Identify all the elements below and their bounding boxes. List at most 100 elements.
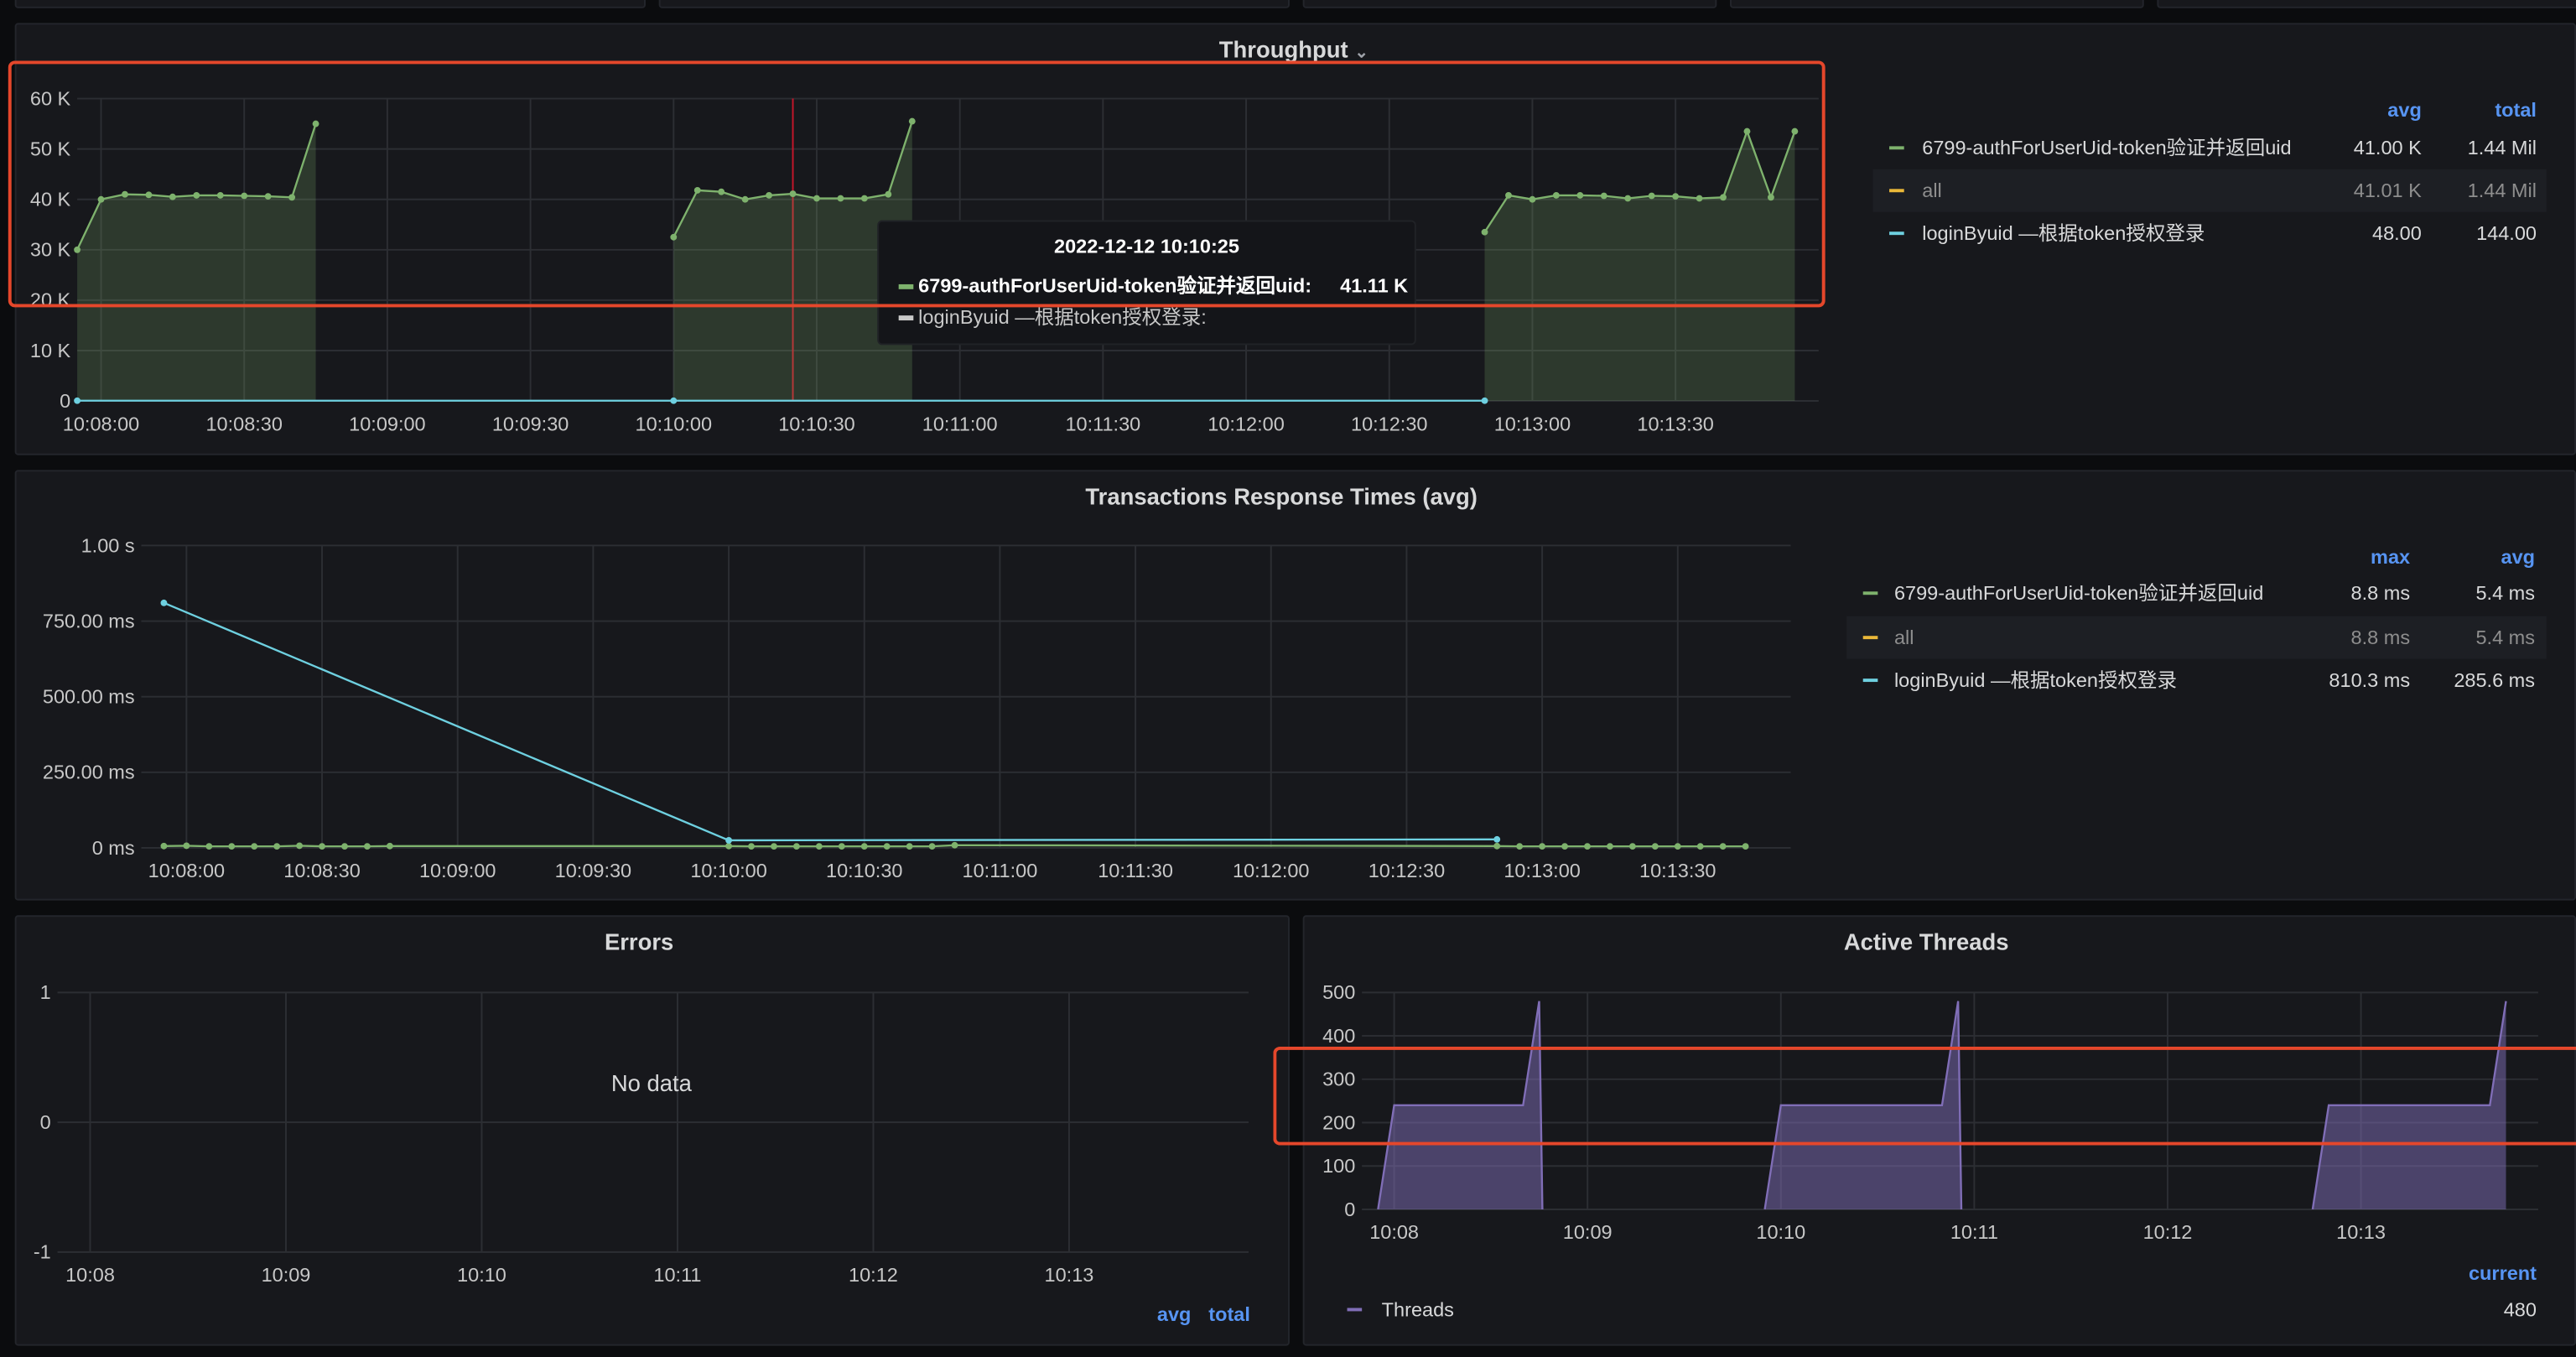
x-tick-label: 10:12:30 [1351,413,1427,434]
legend-header-avg[interactable]: avg [2387,98,2422,122]
data-point [241,192,248,200]
legend-value-total: 1.44 Mil [2467,136,2537,160]
data-point [838,843,845,850]
data-point [725,842,732,850]
legend-header-avg[interactable]: avg [1156,1302,1192,1327]
data-point [74,246,81,253]
legend-header-avg[interactable]: avg [2501,545,2536,569]
x-tick-label: 10:12 [849,1264,898,1286]
y-tick-label: 30 K [30,239,71,261]
panel-title[interactable]: Throughput ⌄ [17,36,2572,62]
y-tick-label: 40 K [30,189,71,211]
legend-row[interactable]: loginByuid —根据token授权登录 810.3 ms 285.6 m… [1846,659,2547,702]
y-tick-label: 10 K [30,340,71,361]
stub-panel-4 [1730,0,2144,8]
legend-series-name: all [1922,179,1942,202]
panel-title[interactable]: Transactions Response Times (avg) [1085,483,1478,510]
series-area-fill [1484,131,1795,402]
legend-series-name: loginByuid —根据token授权登录 [1893,668,2178,692]
data-point [364,843,371,850]
x-tick-label: 10:09:00 [419,860,496,881]
no-data-message: No data [610,1069,692,1096]
legend-row[interactable]: Threads 480 [1331,1288,2547,1331]
y-tick-label: 0 ms [92,837,135,859]
x-tick-label: 10:09:30 [555,860,631,881]
legend-header-current[interactable]: current [2468,1261,2537,1286]
panel-title[interactable]: Active Threads [1843,928,2009,955]
data-point [312,120,319,127]
x-tick-label: 10:12 [2143,1221,2193,1243]
threads-legend: current Threads 480 [1331,1259,2547,1331]
x-tick-label: 10:13:30 [1639,860,1716,881]
tooltip-row: loginByuid —根据token授权登录: [898,302,1207,330]
x-tick-label: 10:10:00 [690,860,766,881]
series-color-swatch [1862,636,1878,640]
data-point [837,195,844,202]
x-tick-label: 10:10:30 [778,413,854,434]
legend-value-max: 8.8 ms [2350,626,2411,649]
legend-row[interactable]: 6799-authForUserUid-token验证并返回uid 8.8 ms… [1846,572,2547,615]
tooltip-series-name: loginByuid —根据token授权登录: [918,305,1207,329]
response-times-panel: Transactions Response Times (avg) [14,470,2576,901]
legend-header-max[interactable]: max [2371,545,2411,569]
data-point [1505,191,1512,199]
data-point [264,193,272,200]
legend-value-total: 1.44 Mil [2467,179,2537,202]
legend-row[interactable]: all 8.8 ms 5.4 ms [1846,616,2547,659]
data-point [205,843,213,850]
data-point [160,599,168,606]
series-color-swatch [1862,678,1878,683]
x-tick-label: 10:09:30 [492,413,569,434]
data-point [1674,843,1681,850]
data-point [670,233,678,241]
legend-row[interactable]: loginByuid —根据token授权登录 48.00 144.00 [1872,212,2546,255]
data-point [74,397,81,404]
y-tick-label: 20 K [30,289,71,311]
series-color-swatch [1347,1308,1363,1312]
tooltip-series-name: 6799-authForUserUid-token验证并返回uid: [918,274,1312,298]
x-tick-label: 10:13:00 [1494,413,1571,434]
data-point [1743,127,1751,135]
x-tick-label: 10:08:30 [283,860,360,881]
data-point [288,194,296,201]
legend-value-avg: 41.01 K [2353,179,2422,202]
errors-legend: avg total [1134,1303,1265,1329]
tooltip-time: 2022-12-12 10:10:25 [1054,235,1239,258]
legend-row[interactable]: 6799-authForUserUid-token验证并返回uid 41.00 … [1872,127,2546,169]
data-point [1561,843,1568,850]
y-tick-label: 50 K [30,138,71,159]
data-point [860,195,868,202]
data-point [1768,194,1774,201]
stub-panel-3 [1302,0,1717,8]
data-point [1628,843,1636,850]
x-tick-label: 10:11 [653,1264,701,1286]
data-point [718,188,725,195]
panel-title[interactable]: Errors [604,928,674,955]
y-tick-label: 60 K [30,87,71,109]
legend-value-avg: 41.00 K [2353,136,2422,160]
y-tick-label: 300 [1322,1068,1355,1090]
data-point [1624,195,1632,202]
x-tick-label: 10:13:30 [1637,413,1713,434]
data-point [1493,842,1501,850]
chevron-down-icon[interactable]: ⌄ [1354,44,1368,63]
legend-header-total[interactable]: total [1208,1302,1250,1327]
data-point [748,843,755,850]
data-point [1600,192,1607,200]
legend-header-total[interactable]: total [2495,98,2537,122]
x-tick-label: 10:12:30 [1368,860,1445,881]
legend-series-name: all [1893,626,1914,649]
data-point [741,195,749,203]
x-tick-label: 10:11:30 [1098,860,1173,881]
data-point [1696,195,1703,202]
y-tick-label: 0 [60,390,70,412]
legend-series-name: loginByuid —根据token授权登录 [1922,221,2205,245]
legend-row[interactable]: all 41.01 K 1.44 Mil [1872,169,2547,212]
data-point [341,843,348,850]
data-point [193,191,200,199]
y-tick-label: 1.00 s [81,534,135,556]
